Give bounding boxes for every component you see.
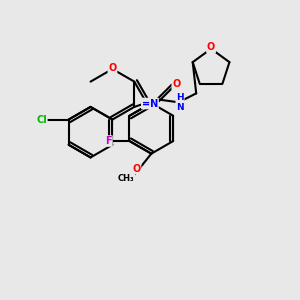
Text: O: O — [132, 164, 141, 173]
Text: Cl: Cl — [36, 115, 47, 124]
Text: F: F — [105, 136, 112, 146]
Text: O: O — [172, 80, 181, 89]
Text: H
N: H N — [176, 93, 184, 112]
Text: CH₃: CH₃ — [118, 174, 134, 183]
Text: O: O — [108, 62, 117, 73]
Text: O: O — [207, 42, 215, 52]
Text: =N: =N — [142, 98, 158, 109]
